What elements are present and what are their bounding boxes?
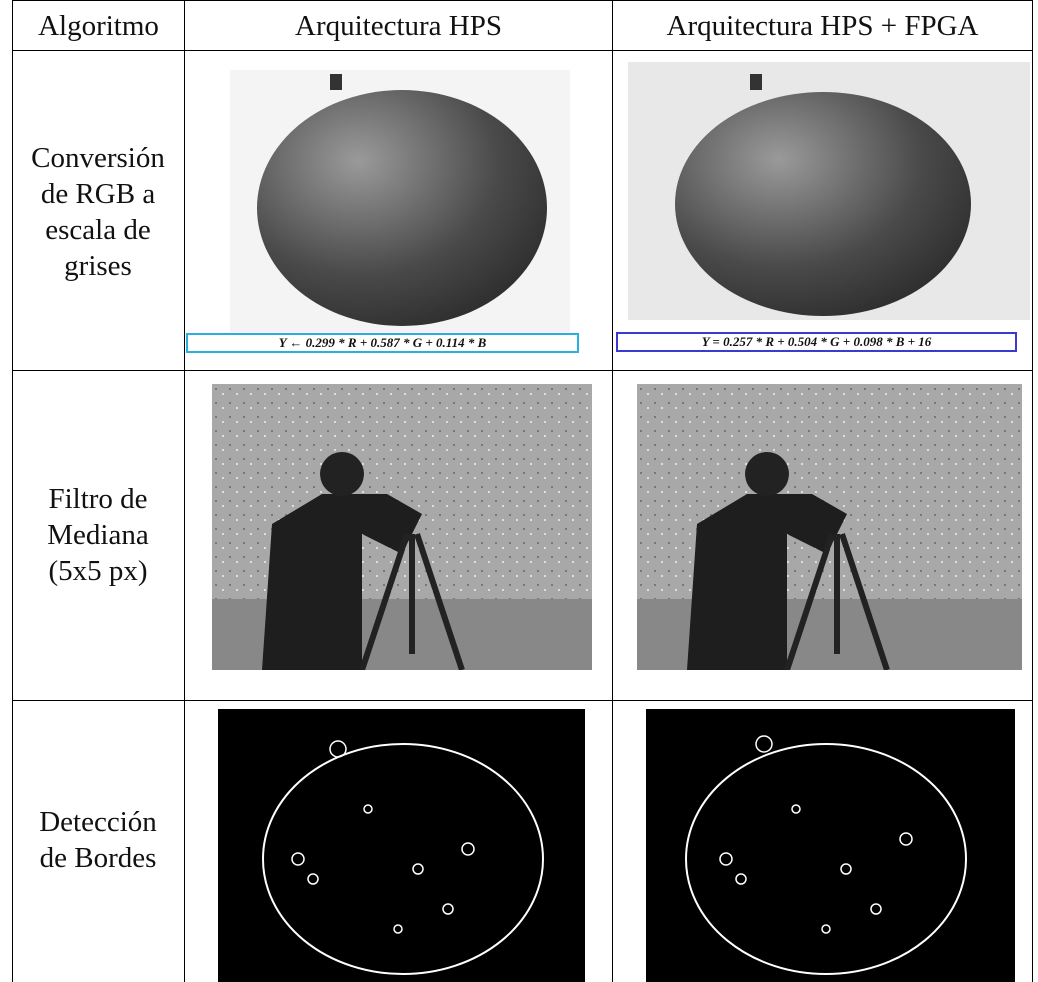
grayscale-image-fpga	[628, 62, 1030, 320]
header-cell: Algoritmo	[38, 10, 159, 42]
row-label: Filtro de Mediana (5x5 px)	[47, 483, 149, 587]
grayscale-image-hps	[230, 70, 570, 332]
border	[12, 50, 1033, 51]
border	[612, 0, 613, 982]
edge-image-fpga	[646, 709, 1015, 982]
border	[12, 700, 1033, 701]
formula-caption: Y = 0.257 * R + 0.504 * G + 0.098 * B + …	[616, 332, 1017, 352]
header-cell: Arquitectura HPS	[295, 10, 502, 42]
row-label: Conversión de RGB a escala de grises	[31, 142, 165, 282]
median-image-hps	[212, 384, 592, 670]
border	[12, 0, 13, 982]
formula-caption: Y ← 0.299 * R + 0.587 * G + 0.114 * B	[186, 333, 579, 353]
border	[12, 370, 1033, 371]
edge-image-hps	[218, 709, 585, 982]
header-cell: Arquitectura HPS + FPGA	[666, 10, 979, 42]
border	[1032, 0, 1033, 982]
border	[12, 0, 1033, 1]
median-image-fpga	[637, 384, 1022, 670]
border	[184, 0, 185, 982]
row-label: Detección de Bordes	[39, 806, 157, 874]
